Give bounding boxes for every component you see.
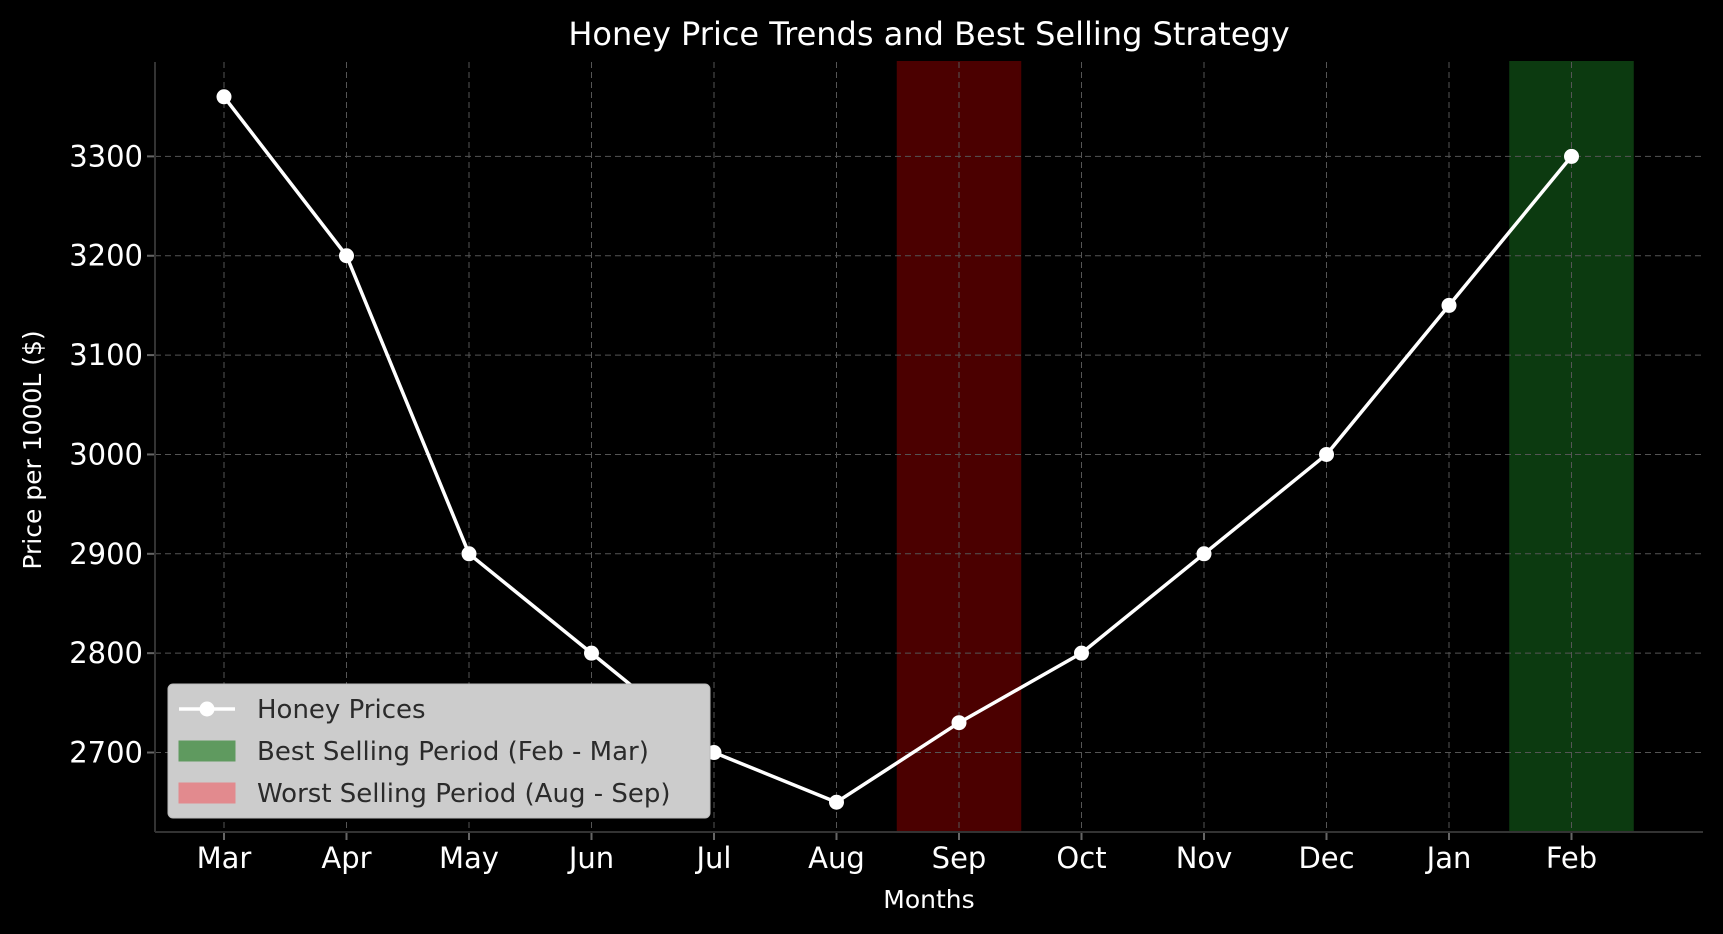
- data-point: [1074, 645, 1089, 661]
- x-tick-label: Jul: [695, 841, 732, 875]
- legend-patch-swatch: [178, 740, 236, 762]
- data-point: [951, 715, 967, 731]
- legend-label: Best Selling Period (Feb - Mar): [257, 737, 649, 767]
- legend-marker: [199, 701, 215, 717]
- data-point: [339, 248, 354, 264]
- x-axis-label: Months: [883, 885, 974, 914]
- x-tick-label: Mar: [197, 841, 252, 875]
- legend-patch-swatch: [178, 782, 236, 804]
- data-point: [216, 89, 232, 105]
- series-line-0: [222, 95, 1573, 804]
- y-tick-label: 3000: [69, 437, 143, 471]
- x-tick-label: Aug: [808, 841, 865, 875]
- legend-box: [167, 683, 711, 819]
- data-point: [829, 794, 844, 810]
- x-tick-label: Apr: [321, 841, 371, 875]
- x-tick-label: Jun: [567, 841, 614, 875]
- y-tick-label: 3300: [69, 139, 143, 173]
- x-tick-label: Sep: [932, 841, 987, 875]
- chart-title: Honey Price Trends and Best Selling Stra…: [568, 15, 1289, 53]
- y-tick-label: 2700: [69, 736, 143, 770]
- data-point: [461, 546, 477, 562]
- x-tick-label: Feb: [1546, 841, 1597, 875]
- y-tick-label: 3200: [69, 239, 143, 273]
- data-point: [1196, 546, 1212, 562]
- y-tick-label: 3100: [69, 338, 143, 372]
- shaded-regions: [896, 61, 1634, 833]
- x-tick-label: Jan: [1425, 841, 1472, 875]
- data-point: [584, 645, 599, 661]
- y-axis-label: Price per 1000L ($): [18, 330, 47, 569]
- y-tick-label: 2900: [69, 537, 143, 571]
- legend-label: Worst Selling Period (Aug - Sep): [257, 779, 671, 809]
- x-tick-label: Nov: [1176, 841, 1233, 875]
- x-tick-label: May: [439, 841, 499, 875]
- data-point: [1564, 148, 1579, 164]
- data-point: [1319, 446, 1334, 462]
- tick-labels: Mar Apr May Jun Jul Aug Sep Oct Nov Dec Jan Feb 2700…: [69, 139, 1597, 875]
- legend: Honey Prices Best Selling Period (Feb - M…: [167, 683, 711, 819]
- legend-label: Honey Prices: [257, 695, 426, 725]
- x-tick-label: Oct: [1056, 841, 1106, 875]
- x-tick-label: Dec: [1298, 841, 1354, 875]
- data-point: [1441, 297, 1457, 313]
- axes: [147, 62, 1703, 840]
- y-tick-label: 2800: [69, 636, 143, 670]
